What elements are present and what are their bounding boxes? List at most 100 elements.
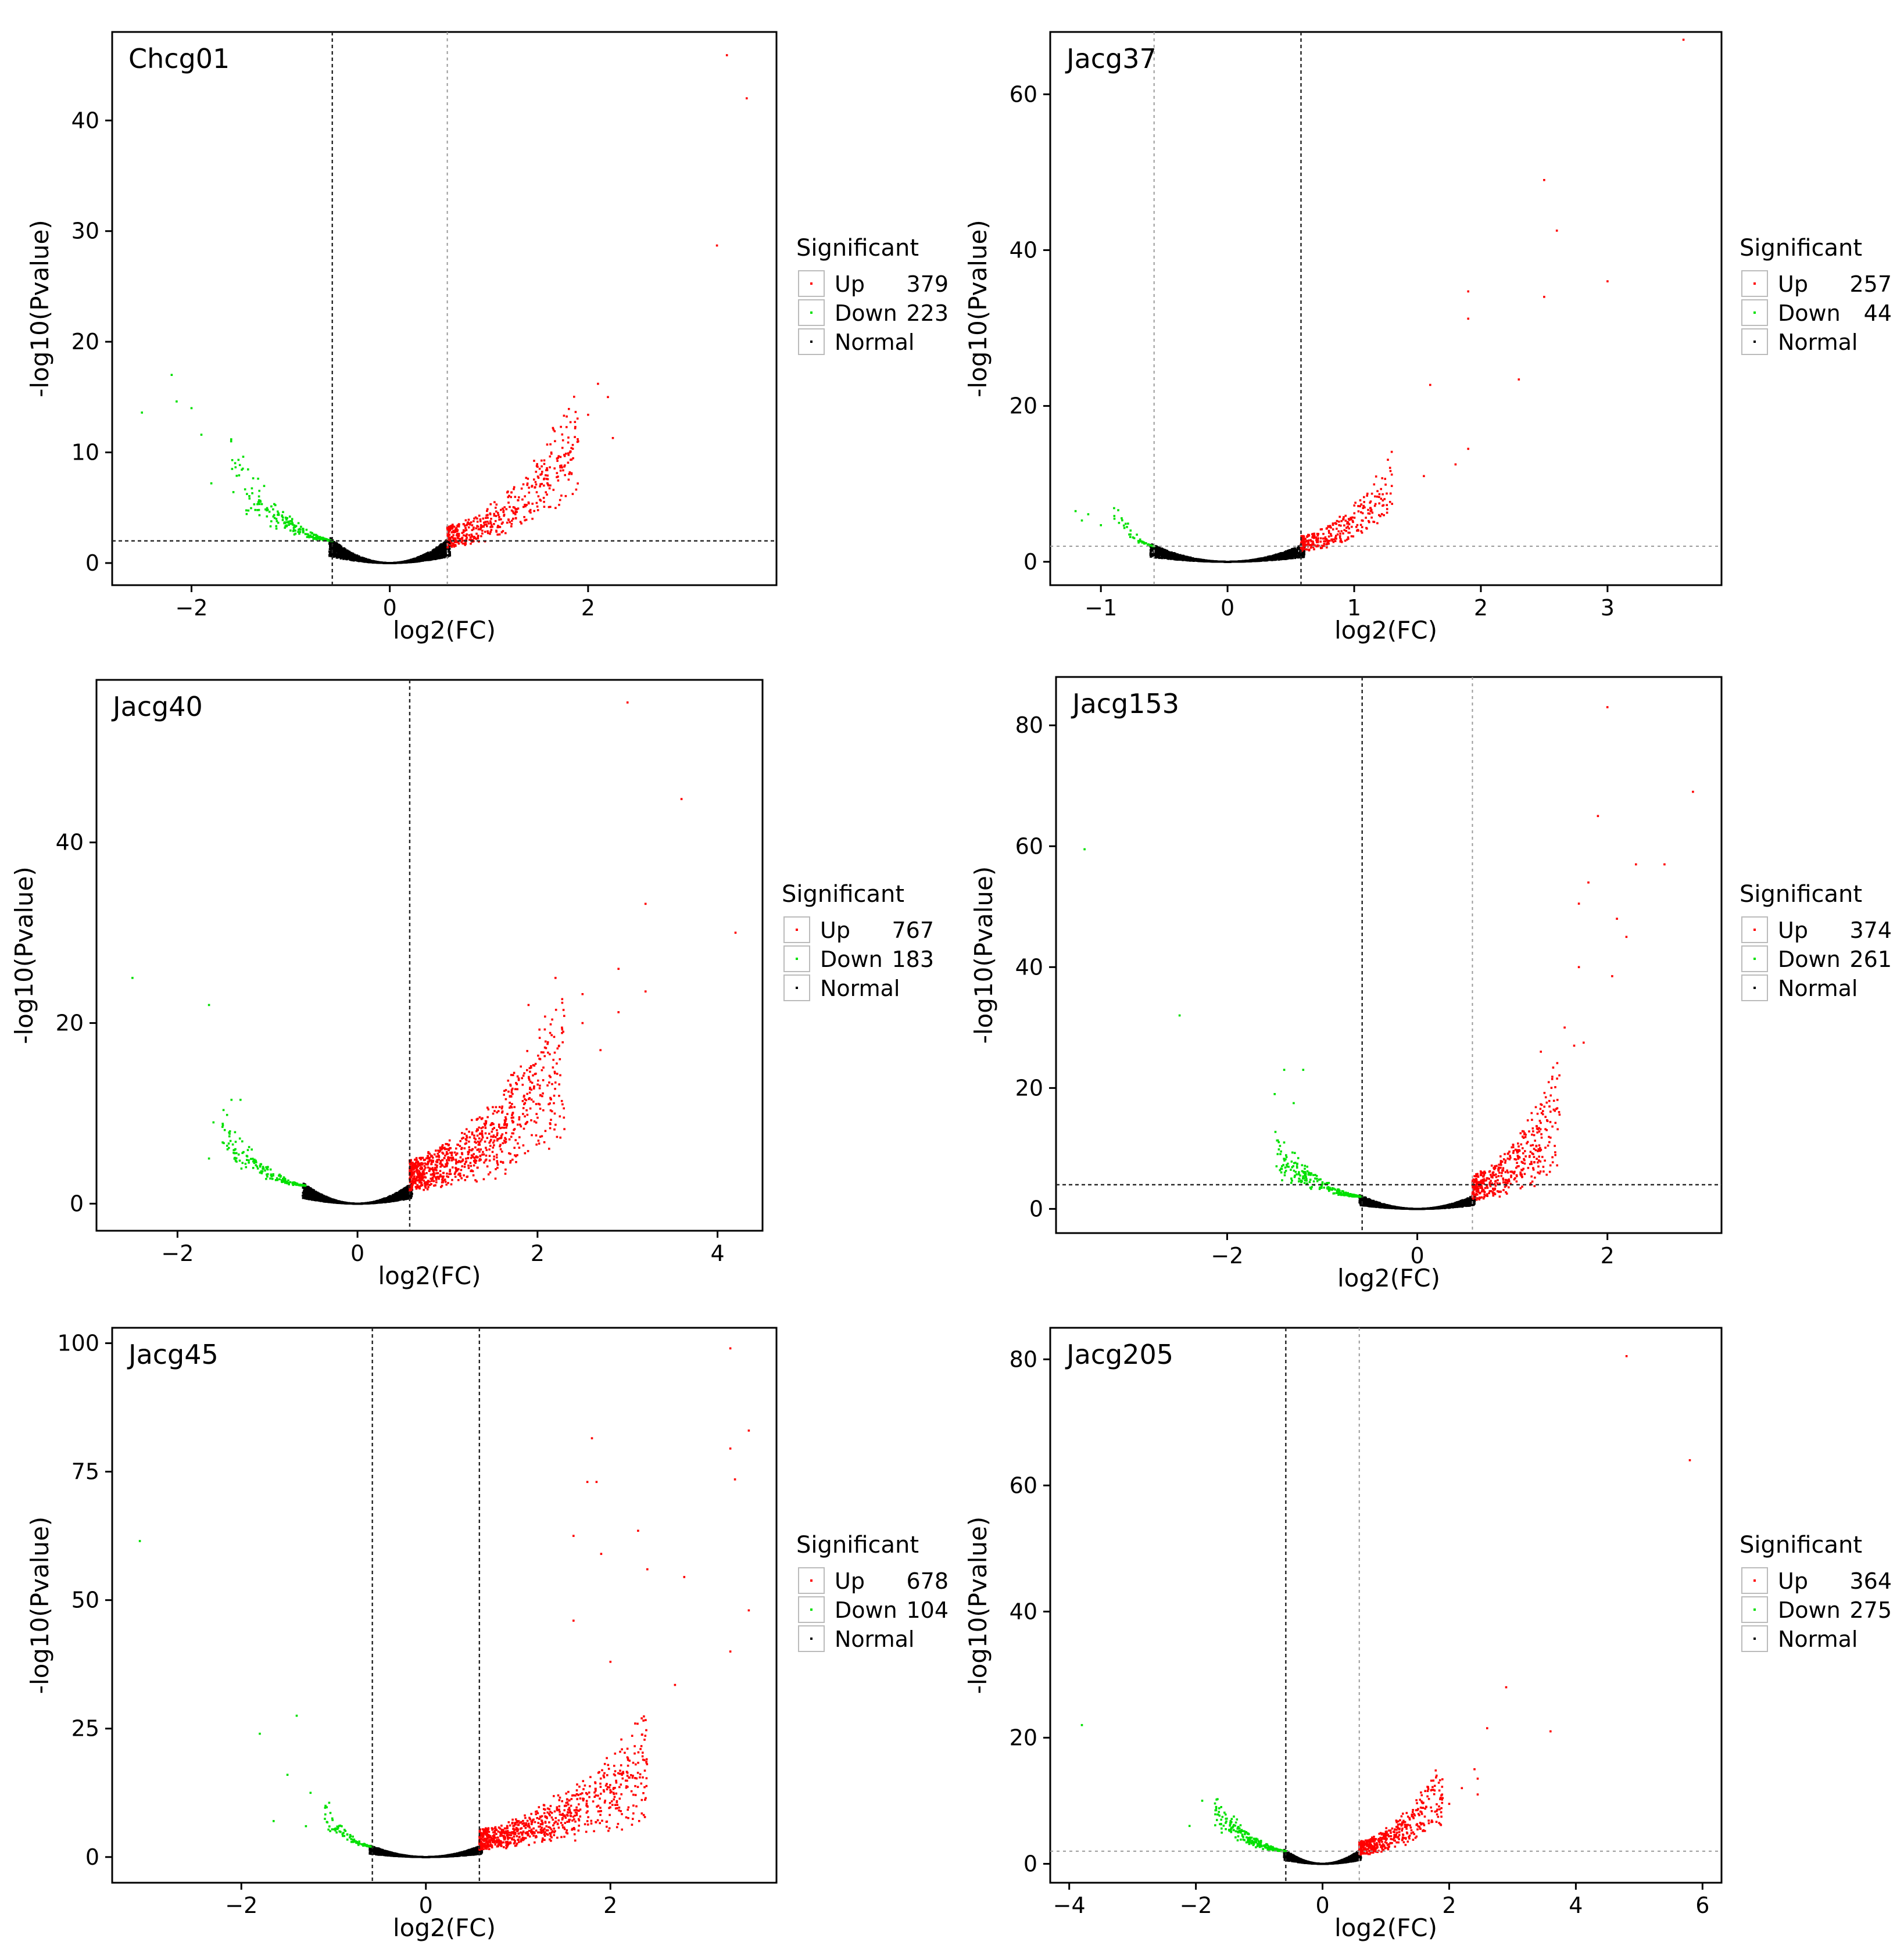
up-point [458, 523, 460, 526]
normal-point [443, 554, 445, 557]
normal-point [414, 559, 416, 561]
down-point [297, 531, 299, 533]
up-point [547, 484, 550, 487]
normal-point [427, 554, 430, 556]
down-point [277, 521, 280, 524]
down-point [257, 501, 260, 503]
down-point [237, 458, 240, 461]
down-point [242, 467, 244, 470]
normal-point [1165, 554, 1168, 557]
up-point [484, 531, 486, 533]
normal-point [434, 553, 437, 556]
normal-point [1294, 551, 1297, 554]
normal-point [445, 553, 447, 556]
normal-point [336, 553, 339, 556]
down-point [287, 521, 290, 524]
normal-point [335, 548, 338, 551]
up-point [520, 488, 523, 490]
up-point [454, 538, 456, 540]
up-point [560, 425, 562, 428]
normal-point [357, 559, 359, 562]
up-point [452, 538, 454, 540]
up-point [574, 425, 577, 428]
down-point [305, 528, 308, 531]
up-point [574, 436, 576, 438]
normal-point [438, 549, 441, 552]
up-point [510, 519, 513, 522]
up-point [533, 478, 535, 481]
normal-point [408, 560, 410, 562]
up-point [462, 529, 465, 532]
up-point [498, 533, 501, 536]
normal-point [1280, 554, 1282, 557]
down-point [281, 519, 284, 521]
up-outlier-point [597, 382, 599, 385]
up-point [452, 524, 454, 526]
up-point [473, 536, 475, 538]
normal-point [341, 550, 344, 553]
normal-point [1276, 556, 1278, 559]
normal-point [1286, 550, 1289, 553]
up-outlier-point [746, 97, 748, 99]
normal-point [448, 549, 450, 552]
up-point [513, 486, 516, 489]
up-point [489, 522, 492, 525]
up-point [539, 499, 541, 501]
normal-point [438, 546, 440, 549]
normal-point [1183, 557, 1186, 559]
normal-point [1171, 556, 1174, 559]
up-point [536, 465, 539, 468]
normal-point [1291, 556, 1294, 558]
normal-point [1155, 552, 1158, 555]
down-point [294, 532, 297, 535]
up-point [470, 521, 473, 524]
up-point [522, 506, 525, 508]
up-point [481, 532, 484, 535]
up-point [533, 460, 535, 462]
up-point [557, 455, 560, 457]
plot-frame [1049, 31, 1723, 586]
normal-point [427, 558, 430, 561]
down-point [313, 533, 316, 536]
up-point [485, 514, 488, 517]
normal-point [440, 556, 442, 559]
down-outlier-point [170, 374, 173, 376]
normal-point [408, 561, 411, 563]
up-point [453, 545, 456, 548]
up-point [490, 518, 492, 520]
up-point [481, 529, 484, 532]
y-tick-label: 10 [71, 440, 99, 465]
up-point [564, 453, 567, 455]
normal-point [371, 560, 374, 562]
normal-point [345, 555, 348, 557]
down-point [254, 508, 256, 511]
normal-point [330, 553, 332, 556]
normal-point [443, 542, 445, 544]
up-point [508, 495, 510, 497]
normal-point [441, 554, 443, 557]
normal-point [353, 559, 356, 561]
normal-point [424, 554, 427, 557]
legend-count-down: 223 [906, 300, 949, 326]
normal-point [330, 538, 332, 540]
down-point [292, 526, 295, 529]
up-point [502, 521, 504, 524]
normal-point [1155, 547, 1158, 550]
normal-point [367, 559, 370, 562]
down-point [251, 492, 253, 495]
up-point [456, 525, 459, 527]
up-point [470, 538, 473, 541]
up-point [502, 507, 504, 510]
up-point [525, 476, 528, 479]
up-point [527, 501, 530, 504]
normal-point [1150, 556, 1153, 558]
normal-point [1293, 547, 1295, 550]
up-point [567, 441, 570, 444]
normal-point [1261, 558, 1264, 561]
normal-point [434, 548, 436, 551]
up-point [545, 491, 547, 493]
up-point [483, 521, 485, 524]
up-point [552, 427, 554, 429]
up-point [563, 455, 566, 457]
